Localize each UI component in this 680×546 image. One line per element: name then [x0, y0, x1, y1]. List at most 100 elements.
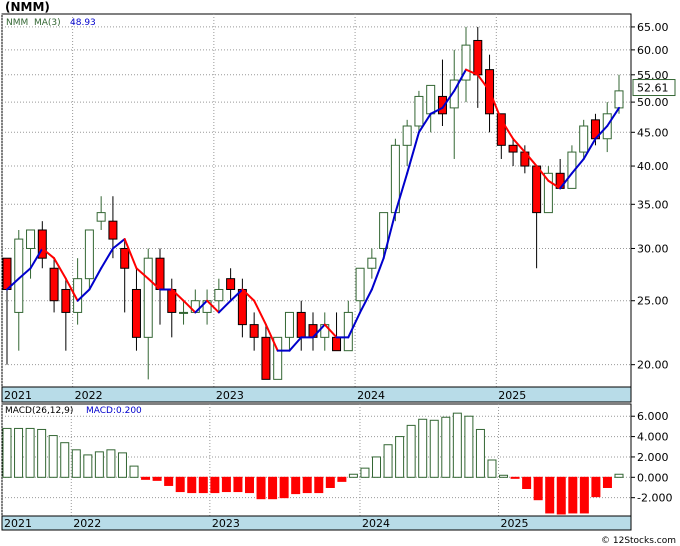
macd-bar-positive — [395, 436, 405, 478]
candle-down — [496, 113, 506, 146]
macd-bar-negative — [568, 476, 578, 514]
macd-bar-positive — [83, 454, 93, 478]
ma-line-segment — [147, 277, 161, 291]
candle-down — [49, 267, 59, 302]
macd-bar-negative — [556, 476, 566, 515]
candle-down — [237, 288, 247, 326]
macd-bar-negative — [210, 476, 220, 494]
macd-bar-positive — [117, 452, 127, 478]
ma-line-segment — [41, 247, 56, 260]
candle-down — [2, 257, 12, 290]
macd-bar-negative — [175, 476, 185, 493]
candle-down — [120, 247, 130, 269]
macd-bar-positive — [94, 451, 104, 478]
ma-line-segment — [6, 277, 20, 291]
candle-up — [379, 212, 389, 249]
ma-line-segment — [582, 137, 597, 160]
legend-symbol: NMM — [6, 18, 28, 28]
macd-bar-positive — [441, 416, 451, 478]
macd-y-tick-label: 6.000 — [637, 410, 669, 423]
watermark: © 12Stocks.com — [601, 536, 676, 546]
ma-line-segment — [488, 89, 503, 121]
ma-line-segment — [206, 299, 220, 314]
ma-line-segment — [417, 112, 432, 134]
macd-legend-label: MACD(26,12,9) — [5, 406, 73, 416]
ma-line-segment — [606, 106, 620, 127]
macd-x-label: 2023 — [212, 517, 240, 530]
macd-bar-negative — [198, 476, 208, 494]
ma-line-segment — [100, 247, 114, 270]
macd-bar-positive — [372, 456, 382, 478]
price-x-label: 2023 — [216, 389, 244, 402]
ma-line-segment — [453, 68, 467, 92]
candle-up — [96, 212, 106, 222]
ma-line-segment — [570, 157, 585, 175]
macd-bar-negative — [256, 476, 266, 500]
macd-bar-negative — [510, 476, 520, 479]
price-y-tick-label: 25.00 — [637, 295, 669, 308]
macd-gridlines — [1, 404, 631, 516]
candle-down — [108, 220, 118, 240]
macd-bar-negative — [533, 476, 543, 501]
ma-line-segment — [29, 247, 44, 270]
macd-bar-negative — [152, 476, 162, 481]
ma-line-segment — [523, 151, 538, 168]
macd-x-axis-labels: 2021 2022 2023 2024 2025 — [4, 517, 529, 530]
macd-bar-negative — [187, 476, 197, 494]
candle-down — [61, 288, 71, 313]
price-x-label: 2025 — [498, 389, 526, 402]
ma-line-segment — [88, 267, 103, 291]
ma-line-segment — [241, 288, 256, 302]
candle-up — [367, 257, 377, 269]
candle-down — [261, 336, 271, 380]
ma-line-segment — [359, 288, 373, 314]
candle-up — [567, 151, 577, 189]
ma-line-segment — [76, 288, 91, 302]
macd-bar-negative — [244, 476, 254, 494]
price-y-tick-label: 50.00 — [637, 96, 669, 109]
price-y-tick-label: 55.00 — [637, 69, 669, 82]
ma-line-segment — [323, 323, 338, 339]
ma-line-segment — [441, 89, 456, 109]
macd-bar-negative — [591, 476, 601, 498]
ma-line-segment — [370, 257, 385, 291]
macd-bar-positive — [487, 459, 497, 478]
ma-line-segment — [559, 172, 573, 190]
macd-x-label: 2024 — [362, 517, 390, 530]
macd-bar-negative — [279, 476, 289, 499]
macd-bar-negative — [545, 476, 555, 514]
last-price-box — [632, 79, 676, 97]
price-candles — [2, 26, 624, 380]
macd-y-tick-label: -2.000 — [637, 492, 672, 505]
macd-x-label: 2021 — [4, 517, 32, 530]
candle-up — [426, 84, 436, 115]
candle-down — [332, 336, 342, 352]
macd-bar-positive — [129, 465, 139, 478]
candle-up — [579, 125, 589, 153]
ma-line-segment — [253, 299, 267, 326]
macd-bar-positive — [475, 428, 485, 478]
price-x-label: 2021 — [4, 389, 32, 402]
candle-down — [226, 278, 236, 290]
candle-up — [343, 311, 353, 352]
price-y-tick-label: 60.00 — [637, 44, 669, 57]
candle-up — [26, 229, 36, 249]
legend-ma-value: 48.93 — [70, 18, 96, 28]
macd-bars — [2, 412, 624, 515]
ma-line-segment — [229, 288, 244, 302]
macd-bar-positive — [499, 474, 509, 478]
macd-bar-negative — [325, 476, 335, 488]
candle-down — [249, 324, 259, 338]
candle-up — [284, 311, 294, 338]
ma-line-segment — [312, 323, 326, 339]
macd-bar-positive — [406, 424, 416, 478]
legend-ma-label: MA(3) — [34, 18, 61, 28]
ma-line-segment — [547, 179, 562, 190]
ma-line-segment — [53, 257, 67, 280]
macd-bar-positive — [464, 415, 474, 478]
candle-up — [402, 125, 412, 146]
candle-up — [414, 95, 424, 127]
ma-line-segment — [64, 277, 79, 302]
price-y-tick-label: 40.00 — [637, 160, 669, 173]
